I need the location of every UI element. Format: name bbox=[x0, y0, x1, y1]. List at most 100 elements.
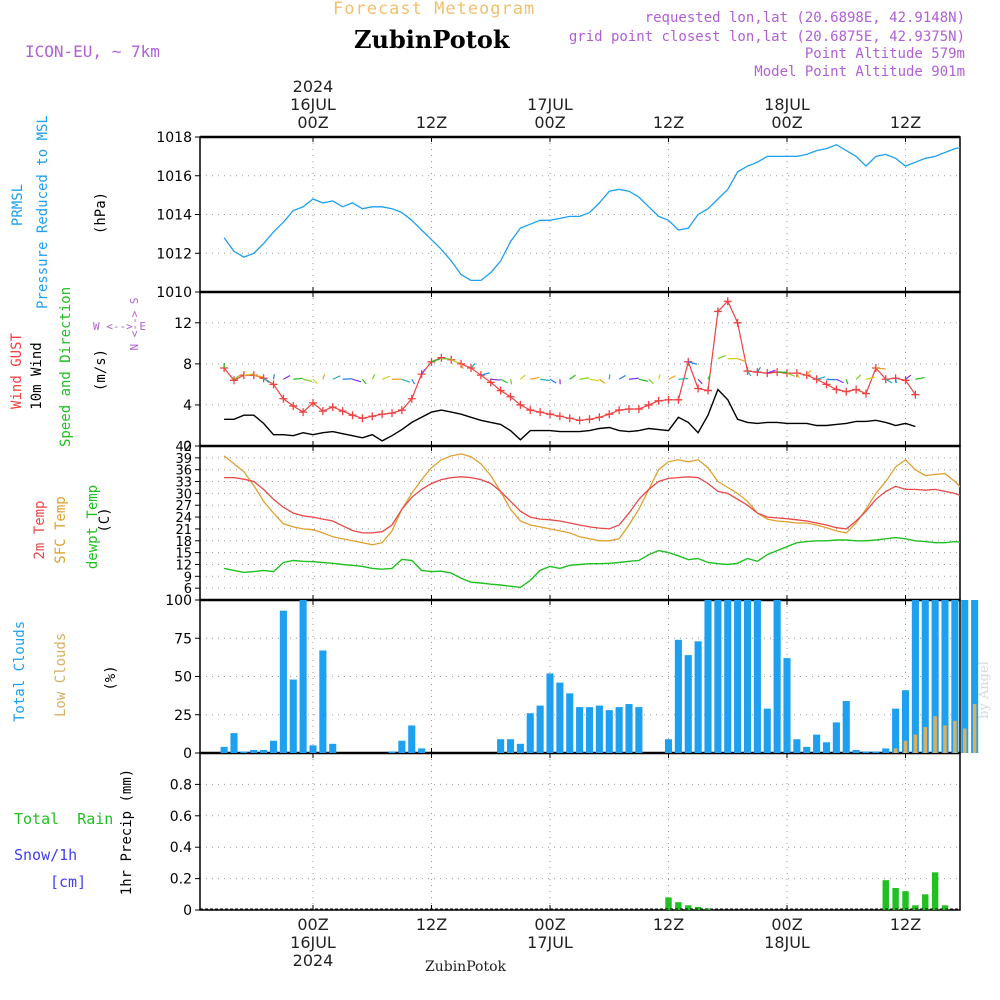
gust-point bbox=[911, 390, 920, 399]
snow-legend-label: Snow/1h bbox=[14, 846, 78, 864]
gust-point bbox=[239, 371, 248, 380]
total-cloud-bar bbox=[566, 693, 574, 753]
total-cloud-bar bbox=[743, 600, 752, 753]
meteogram-subtitle: Forecast Meteogram bbox=[333, 0, 536, 19]
wind10-line bbox=[224, 388, 916, 442]
total-cloud-bar bbox=[625, 704, 633, 753]
total-cloud-bar bbox=[299, 600, 307, 753]
gust-point bbox=[437, 353, 446, 362]
temperature-ytick-label: 15 bbox=[175, 547, 192, 562]
wind-direction-arrow bbox=[272, 374, 275, 380]
wind-direction-arrow bbox=[756, 366, 761, 373]
total-cloud-bar bbox=[615, 707, 623, 753]
gust-point bbox=[289, 401, 298, 410]
total-cloud-bar bbox=[783, 658, 791, 753]
gust-point bbox=[526, 406, 535, 415]
wind-direction-arrow bbox=[302, 378, 313, 383]
closest-coordinates: grid point closest lon,lat (20.6875E, 42… bbox=[568, 29, 965, 45]
wind-gust-label: Wind GUST bbox=[9, 333, 25, 409]
gust-point bbox=[328, 402, 337, 411]
temperature-ytick-label: 36 bbox=[175, 464, 192, 479]
wind-direction-arrow bbox=[855, 374, 862, 380]
clouds-ytick-label: 50 bbox=[174, 670, 192, 686]
total-clouds-label: Total Clouds bbox=[12, 620, 28, 722]
rain-bar bbox=[685, 905, 692, 910]
wind-speed-direction-label: Speed and Direction bbox=[58, 286, 74, 447]
gust-point bbox=[388, 409, 396, 418]
wind-direction-arrow bbox=[836, 378, 844, 384]
total-cloud-bar bbox=[230, 733, 238, 753]
rain-legend-label: Total Rain bbox=[14, 810, 114, 828]
wind-direction-arrow bbox=[806, 370, 812, 376]
wind-direction-arrow bbox=[599, 378, 606, 384]
wind-direction-arrow bbox=[401, 378, 411, 383]
gust-point bbox=[684, 357, 693, 366]
gust-point bbox=[299, 408, 308, 417]
wind-direction-arrow bbox=[470, 363, 476, 369]
total-cloud-bar bbox=[269, 740, 278, 753]
bottom-axis-hour: 00Z bbox=[297, 915, 328, 934]
pressure-frame bbox=[199, 136, 961, 293]
low-cloud-bar bbox=[972, 704, 977, 753]
requested-coordinates: requested lon,lat (20.6898E, 42.9148N) bbox=[644, 10, 965, 26]
temperature-ytick-label: 18 bbox=[175, 535, 192, 550]
rain-bar bbox=[922, 894, 929, 910]
total-cloud-bar bbox=[921, 600, 929, 753]
gust-point bbox=[664, 395, 673, 404]
low-cloud-bar bbox=[903, 740, 908, 753]
gust-point bbox=[555, 412, 564, 421]
wind-direction-arrow bbox=[767, 369, 776, 374]
top-axis-hour: 12Z bbox=[653, 113, 684, 132]
total-cloud-bar bbox=[526, 713, 534, 753]
total-cloud-bar bbox=[240, 751, 248, 753]
gust-point bbox=[279, 394, 288, 403]
low-cloud-bar bbox=[953, 720, 957, 753]
wind-direction-arrow bbox=[431, 358, 441, 363]
total-cloud-bar bbox=[506, 739, 515, 753]
pressure-line bbox=[223, 143, 960, 282]
wind-direction-arrow bbox=[707, 374, 711, 380]
rain-bar bbox=[902, 891, 909, 910]
temperature-ytick-label: 6 bbox=[184, 582, 192, 597]
total-cloud-bar bbox=[813, 734, 821, 753]
precipitation-ytick-label: 0.6 bbox=[170, 809, 192, 825]
gust-point bbox=[674, 395, 683, 404]
gust-point bbox=[792, 369, 801, 378]
pressure-ytick-label: 1010 bbox=[156, 285, 192, 301]
gust-point bbox=[644, 400, 653, 409]
gust-point bbox=[397, 406, 406, 415]
total-cloud-bar bbox=[793, 739, 801, 753]
low-cloud-bar bbox=[913, 734, 918, 753]
total-cloud-bar bbox=[556, 682, 564, 753]
wind-direction-arrow bbox=[678, 377, 689, 380]
total-cloud-bar bbox=[536, 705, 544, 753]
total-cloud-bar bbox=[329, 743, 337, 753]
wind-direction-arrow bbox=[361, 378, 367, 385]
temp-unit: (C) bbox=[97, 507, 113, 533]
pressure-ytick-label: 1018 bbox=[156, 130, 192, 146]
gust-point bbox=[407, 394, 416, 403]
wind-frame bbox=[199, 291, 961, 447]
gust-point bbox=[259, 374, 268, 383]
total-cloud-bar bbox=[832, 722, 840, 753]
gust-point bbox=[783, 369, 791, 378]
wind-direction-arrow bbox=[263, 377, 270, 383]
temp-sfc-label: SFC Temp bbox=[53, 496, 69, 564]
wind-direction-arrow bbox=[342, 378, 353, 380]
gust-point bbox=[427, 357, 436, 366]
total-cloud-bar bbox=[763, 708, 771, 753]
gust-point bbox=[467, 363, 475, 372]
pressure-ytick-label: 1012 bbox=[156, 246, 192, 262]
gust-point bbox=[753, 368, 762, 377]
wind-direction-arrow bbox=[895, 378, 897, 384]
gust-point bbox=[506, 392, 515, 401]
total-cloud-bar bbox=[734, 600, 742, 753]
top-axis-year: 2024 bbox=[293, 77, 334, 96]
wind-direction-arrow bbox=[569, 374, 576, 380]
wind-direction-arrow bbox=[697, 378, 703, 385]
dewpt-line bbox=[223, 536, 960, 589]
temperature-ytick-label: 30 bbox=[175, 487, 192, 502]
temp-2m-label: 2m Temp bbox=[32, 500, 48, 560]
gust-point bbox=[832, 385, 841, 394]
